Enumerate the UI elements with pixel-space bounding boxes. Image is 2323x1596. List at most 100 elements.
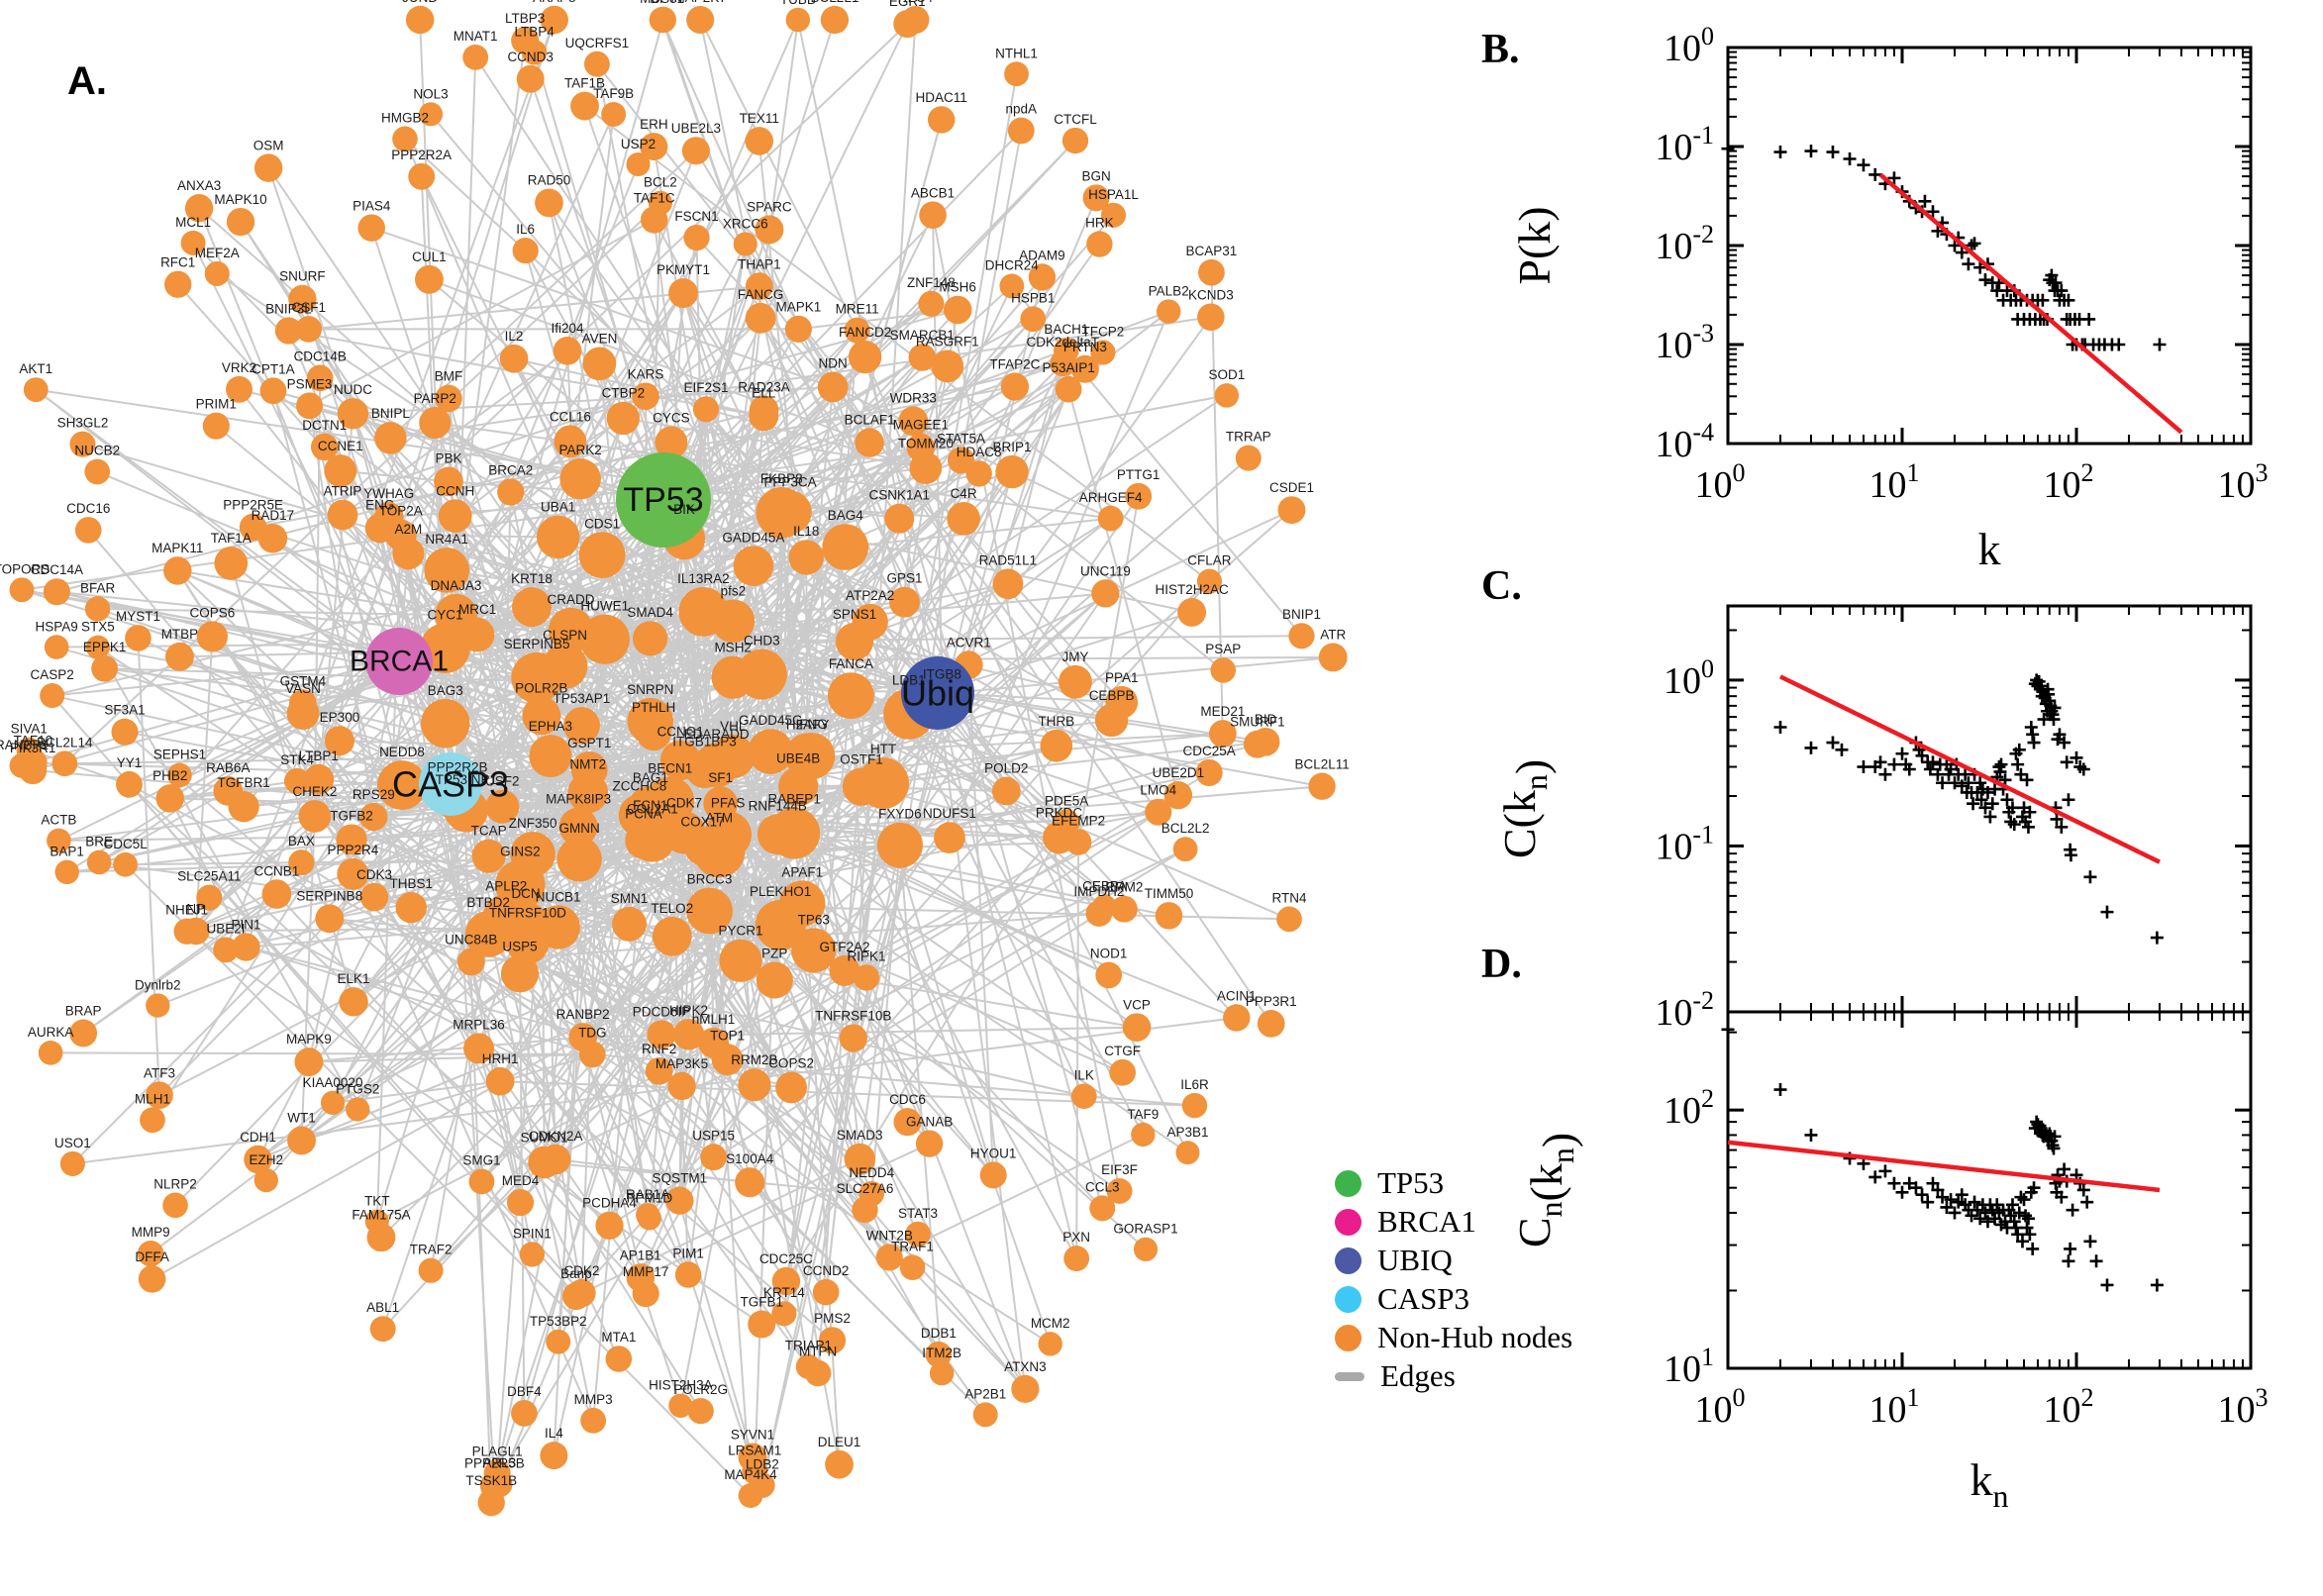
- network-node: [500, 954, 540, 993]
- network-node: [875, 1244, 903, 1271]
- data-point: [2080, 1195, 2094, 1209]
- legend-item-brca1: BRCA1: [1335, 1204, 1572, 1239]
- network-node: [59, 1150, 85, 1176]
- network-edge: [582, 456, 1250, 1039]
- network-node: [562, 1282, 590, 1311]
- network-node: [1125, 482, 1153, 510]
- network-node: [626, 152, 651, 177]
- network-node: [339, 987, 368, 1017]
- network-node: [768, 490, 812, 535]
- data-point: [1887, 1176, 1901, 1190]
- network-node: [1318, 643, 1348, 672]
- data-point: [1843, 151, 1857, 165]
- network-edge: [683, 832, 931, 1145]
- network-node: [369, 1316, 396, 1343]
- x-tick-label: 100: [1695, 1383, 1746, 1431]
- network-edge: [662, 499, 810, 1367]
- network-node: [1064, 829, 1092, 855]
- network-node: [640, 133, 668, 161]
- network-edge: [662, 130, 1023, 501]
- network-nodes: [9, 5, 1348, 1517]
- legend-label: BRCA1: [1377, 1204, 1476, 1239]
- network-node: [111, 718, 139, 746]
- network-node: [414, 264, 444, 294]
- network-edge: [541, 611, 704, 717]
- network-edge: [679, 472, 980, 761]
- network-node: [125, 625, 152, 651]
- data-point: [2024, 720, 2038, 734]
- network-node: [1277, 496, 1306, 525]
- network-edge: [762, 416, 813, 756]
- network-edge: [302, 610, 704, 705]
- data-point: [2017, 1193, 2031, 1207]
- network-node: [535, 188, 563, 218]
- x-axis-title: k: [1978, 524, 2001, 574]
- network-node: [606, 401, 641, 436]
- legend-label: Non-Hub nodes: [1377, 1320, 1573, 1354]
- network-edge: [526, 942, 682, 1407]
- network-node: [40, 683, 65, 709]
- data-point: [1968, 237, 1981, 250]
- network-edge: [176, 569, 403, 786]
- network-edge: [719, 803, 891, 1258]
- network-node: [700, 1144, 728, 1171]
- network-node: [650, 6, 676, 34]
- legend-item-casp3: CASP3: [1335, 1281, 1572, 1316]
- network-node: [1082, 184, 1110, 212]
- data-point: [2058, 1162, 2071, 1176]
- network-edge: [98, 790, 229, 863]
- network-node: [556, 837, 602, 882]
- network-edge: [169, 660, 400, 800]
- network-node: [1110, 895, 1138, 923]
- data-point: [2153, 338, 2167, 351]
- network-edge: [608, 912, 1100, 1227]
- y-tick-label: 100: [1664, 654, 1714, 702]
- network-edge: [398, 318, 1034, 662]
- network-node: [516, 64, 545, 93]
- legend-label: CASP3: [1377, 1281, 1470, 1316]
- network-edge: [230, 562, 775, 981]
- data-point: [2100, 1278, 2114, 1292]
- network-edge: [662, 499, 1067, 824]
- fit-line: [1778, 674, 2161, 864]
- brca1-dot-icon: [1335, 1208, 1362, 1236]
- data-point: [1868, 1170, 1882, 1184]
- network-edge: [526, 942, 689, 1275]
- network-node: [1007, 117, 1035, 145]
- data-points: [1721, 142, 2167, 351]
- network-node: [85, 635, 111, 659]
- network-node: [562, 707, 600, 745]
- data-point: [1773, 146, 1787, 159]
- network-edge: [476, 634, 757, 1472]
- data-point: [1878, 767, 1892, 781]
- data-point: [1857, 158, 1870, 172]
- network-edge: [662, 302, 933, 501]
- network-edge: [499, 1081, 534, 1255]
- network-node: [844, 317, 870, 344]
- network-edge: [301, 702, 620, 1359]
- data-point: [2027, 736, 2041, 749]
- network-edge: [583, 105, 1211, 582]
- network-node: [784, 315, 812, 343]
- network-node: [146, 1081, 173, 1110]
- data-point: [1773, 720, 1787, 734]
- network-node: [1020, 306, 1047, 333]
- network-edge: [176, 569, 702, 1412]
- network-node: [138, 1265, 166, 1293]
- network-node: [1131, 1122, 1156, 1147]
- network-node: [648, 190, 673, 216]
- network-node: [540, 1144, 571, 1175]
- network-node: [1155, 902, 1183, 930]
- network-node: [791, 928, 837, 973]
- network-node: [605, 1346, 633, 1372]
- network-node: [86, 849, 112, 875]
- network-edge: [602, 553, 807, 558]
- network-node: [232, 933, 260, 961]
- network-edge: [98, 660, 400, 863]
- network-node: [1100, 202, 1127, 228]
- network-edge: [398, 470, 1013, 662]
- network-node: [972, 1402, 998, 1428]
- network-node: [683, 224, 710, 251]
- network-node: [357, 214, 385, 242]
